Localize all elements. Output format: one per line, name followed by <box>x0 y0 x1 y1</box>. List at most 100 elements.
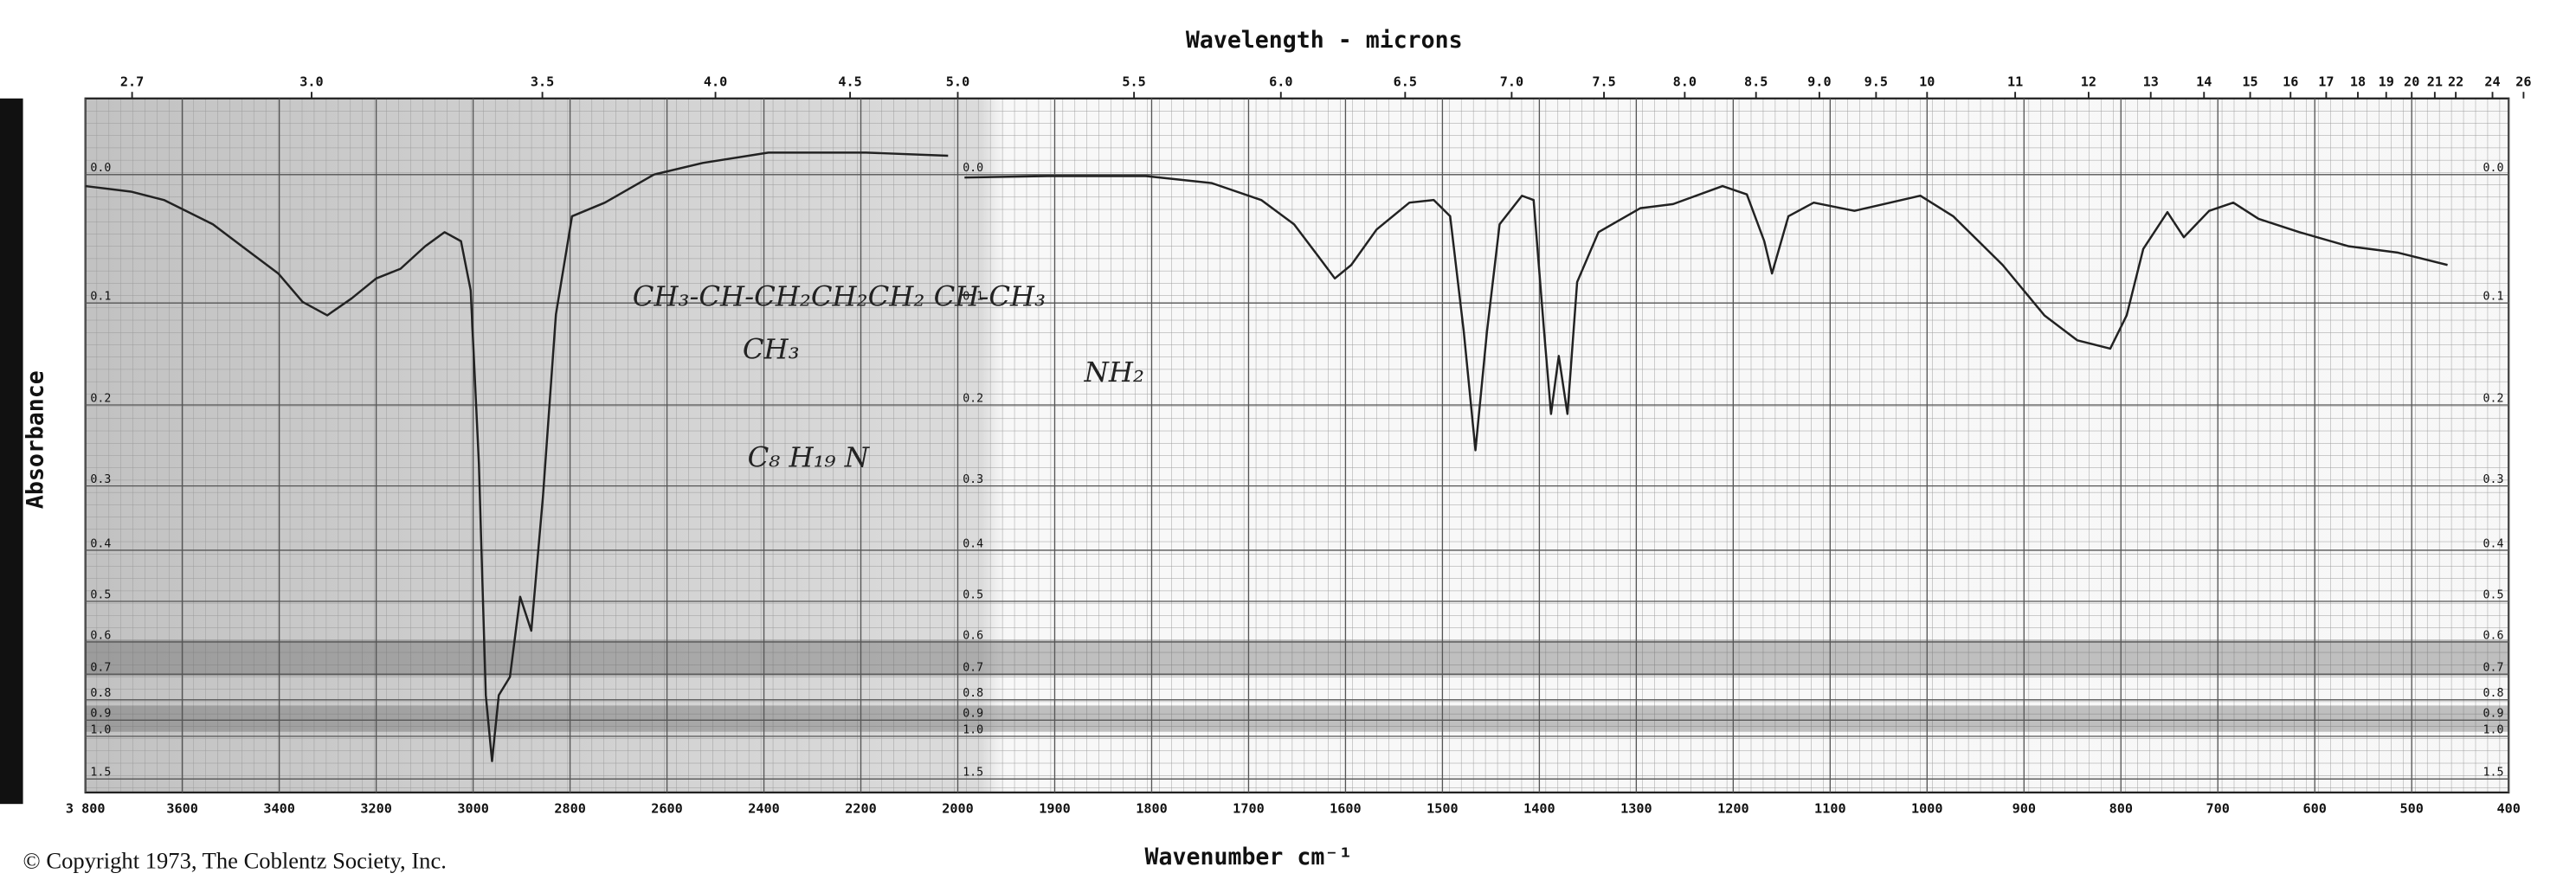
annotation: NH₂ <box>1084 356 1144 388</box>
x-tick-label: 500 <box>2400 800 2424 816</box>
x-tick-label: 3600 <box>166 800 198 816</box>
x-tick-label: 1000 <box>1911 800 1943 816</box>
x-tick-label: 3000 <box>457 800 489 816</box>
copyright: © Copyright 1973, The Coblentz Society, … <box>23 848 447 874</box>
y-tick-label: 0.4 <box>2483 537 2504 550</box>
x-tick-label: 800 <box>2109 800 2133 816</box>
x2-tick-label: 22 <box>2448 74 2463 89</box>
y-tick-label: 0.3 <box>2483 473 2504 486</box>
x2-tick-label: 2.7 <box>120 74 144 89</box>
y-tick-label: 0.7 <box>2483 662 2504 675</box>
scan-band <box>85 705 2509 732</box>
x2-tick-label: 19 <box>2379 74 2394 89</box>
scan-band <box>85 639 2509 677</box>
x2-tick-label: 18 <box>2350 74 2366 89</box>
y-tick-label: 0.1 <box>2483 291 2504 304</box>
x2-tick-label: 7.0 <box>1500 74 1523 89</box>
y-tick-label: 0.1 <box>90 291 111 304</box>
y-tick-label: 0.6 <box>2483 629 2504 642</box>
x2-tick-label: 3.5 <box>531 74 554 89</box>
annotation: CH₃ <box>743 332 800 365</box>
x-tick-label: 1500 <box>1426 800 1459 816</box>
x-tick-label: 1400 <box>1523 800 1555 816</box>
x2-tick-label: 21 <box>2427 74 2443 89</box>
x2-tick-label: 10 <box>1919 74 1935 89</box>
y-tick-label: 0.5 <box>963 588 983 601</box>
y-tick-label: 0.0 <box>2483 162 2504 175</box>
x-tick-label: 3 800 <box>66 800 106 816</box>
scan-edge <box>0 98 23 805</box>
y-tick-label: 0.2 <box>963 392 983 405</box>
y-tick-label: 0.6 <box>90 629 111 642</box>
x-tick-label: 1600 <box>1330 800 1362 816</box>
annotation: CH₃-CH-CH₂CH₂CH₂ CH-CH₃ <box>633 280 1046 313</box>
x2-tick-label: 13 <box>2143 74 2159 89</box>
x-tick-label: 600 <box>2303 800 2327 816</box>
x2-tick-label: 7.5 <box>1592 74 1615 89</box>
x2-tick-label: 16 <box>2283 74 2298 89</box>
y-tick-label: 0.9 <box>2483 708 2504 721</box>
fine-grid <box>85 98 2509 793</box>
y-tick-label: 1.0 <box>90 723 111 736</box>
y-tick-label: 1.0 <box>963 723 983 736</box>
y-tick-label: 1.5 <box>2483 767 2504 780</box>
x-tick-label: 400 <box>2496 800 2520 816</box>
x-tick-label: 3400 <box>263 800 295 816</box>
y-tick-label: 0.8 <box>2483 687 2504 700</box>
y-tick-label: 0.7 <box>963 662 983 675</box>
y-tick-label: 0.9 <box>90 708 111 721</box>
x-tick-label: 2000 <box>942 800 974 816</box>
x2-tick-label: 6.0 <box>1269 74 1292 89</box>
x2-tick-label: 14 <box>2196 74 2212 89</box>
y-tick-label: 0.4 <box>963 537 983 550</box>
x2-tick-label: 5.0 <box>946 74 969 89</box>
x2-tick-label: 3.0 <box>299 74 323 89</box>
y-tick-label: 0.4 <box>90 537 111 550</box>
x2-tick-label: 9.5 <box>1864 74 1888 89</box>
x2-tick-label: 9.0 <box>1807 74 1831 89</box>
x2-tick-label: 8.5 <box>1744 74 1768 89</box>
y-tick-label: 0.9 <box>963 708 983 721</box>
y-tick-label: 1.5 <box>963 767 983 780</box>
x-axis-label: Wavenumber cm⁻¹ <box>1145 844 1353 870</box>
x-tick-label: 2400 <box>748 800 780 816</box>
x-tick-label: 2600 <box>651 800 683 816</box>
y-tick-label: 1.0 <box>2483 723 2504 736</box>
x2-tick-label: 4.0 <box>704 74 727 89</box>
x2-tick-label: 4.5 <box>838 74 861 89</box>
y-tick-label: 0.7 <box>90 662 111 675</box>
chart-title: Wavelength - microns <box>1186 27 1463 54</box>
x2-tick-label: 15 <box>2242 74 2257 89</box>
y-tick-label: 0.8 <box>90 687 111 700</box>
y-tick-label: 0.5 <box>90 588 111 601</box>
x-tick-label: 2800 <box>554 800 586 816</box>
y-tick-label: 0.8 <box>963 687 983 700</box>
x2-tick-label: 26 <box>2515 74 2531 89</box>
x-tick-label: 700 <box>2206 800 2230 816</box>
x2-tick-label: 20 <box>2404 74 2419 89</box>
y-tick-label: 1.5 <box>90 767 111 780</box>
x-tick-label: 1700 <box>1233 800 1265 816</box>
x-tick-label: 1100 <box>1814 800 1846 816</box>
y-tick-label: 0.0 <box>90 162 111 175</box>
x-tick-label: 3200 <box>360 800 392 816</box>
x-tick-label: 1300 <box>1620 800 1652 816</box>
x2-tick-label: 6.5 <box>1394 74 1417 89</box>
y-tick-label: 0.3 <box>963 473 983 486</box>
y-tick-label: 0.2 <box>2483 392 2504 405</box>
y-tick-label: 0.0 <box>963 162 983 175</box>
y-tick-label: 0.1 <box>963 291 983 304</box>
x-tick-label: 2200 <box>845 800 877 816</box>
x-tick-label: 1200 <box>1717 800 1749 816</box>
y-axis-label: Absorbance <box>22 370 48 509</box>
x2-tick-label: 12 <box>2081 74 2096 89</box>
x-tick-label: 900 <box>2012 800 2036 816</box>
y-tick-label: 0.2 <box>90 392 111 405</box>
x-tick-label: 1900 <box>1039 800 1071 816</box>
y-tick-label: 0.5 <box>2483 588 2504 601</box>
x2-tick-label: 24 <box>2484 74 2500 89</box>
x-tick-label: 1800 <box>1136 800 1168 816</box>
x2-tick-label: 5.5 <box>1122 74 1145 89</box>
spectrum-line <box>85 151 2448 762</box>
